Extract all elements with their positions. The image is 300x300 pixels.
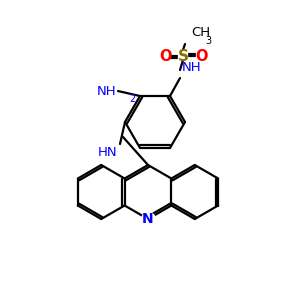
Text: O: O <box>195 49 207 64</box>
Text: CH: CH <box>191 26 210 38</box>
Text: NH: NH <box>96 85 116 98</box>
Text: 2: 2 <box>129 94 135 104</box>
Text: HN: HN <box>98 146 117 159</box>
Text: NH: NH <box>182 61 202 74</box>
Text: O: O <box>159 49 171 64</box>
Text: 3: 3 <box>205 36 211 46</box>
Text: N: N <box>142 212 154 226</box>
Text: S: S <box>178 49 188 64</box>
